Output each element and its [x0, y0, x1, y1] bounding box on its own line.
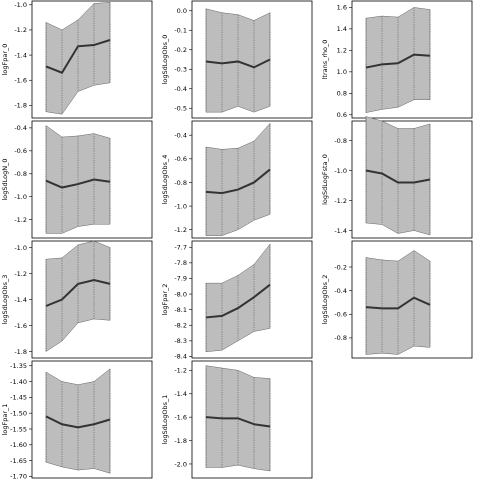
- y-tick-label: -1.8: [174, 437, 187, 445]
- y-tick-label: 1.2: [337, 47, 347, 55]
- y-tick-label: 0.6: [337, 111, 347, 119]
- mean-line: [205, 283, 271, 319]
- y-tick-label: 0.8: [337, 90, 347, 98]
- y-tick-label: -0.8: [174, 179, 187, 187]
- y-tick-label: -1.70: [10, 473, 27, 480]
- panel-logSdLogFsta_0: -0.8 -1.0 -1.2 -1.4 logSdLogFsta_0: [321, 116, 473, 239]
- panel-logSdLogObs_1: -1.2 -1.4 -1.6 -1.8 -2.0 logSdLogObs_1: [161, 360, 313, 479]
- y-tick-label: -1.40: [10, 378, 27, 386]
- y-tick-label: -1.0: [174, 202, 187, 210]
- mean-line: [205, 168, 271, 195]
- y-tick-label: -7.9: [174, 275, 187, 283]
- y-tick-label: -0.4: [174, 85, 187, 93]
- y-tick-label: -0.6: [14, 147, 27, 155]
- y-tick-label: -1.4: [174, 390, 187, 398]
- mean-line: [205, 416, 271, 428]
- panel-logFpar_2: -7.7 -7.8 -7.9 -8.0 -8.1 -8.2 -8.3 -8.4 logFpar_…: [161, 240, 313, 361]
- mean-line: [45, 178, 111, 189]
- panel-logSdLogObs_0: 0.0 -0.1 -0.2 -0.3 -0.4 -0.5 logSdLogObs_0: [161, 0, 313, 119]
- y-axis-label: logSdLogObs_1: [161, 395, 169, 445]
- y-tick-label: -2.0: [174, 460, 187, 468]
- panel-logFpar_0: -1.0 -1.2 -1.4 -1.6 -1.8 logFpar_0: [1, 0, 153, 119]
- y-tick-label: -0.2: [334, 263, 347, 271]
- panel-logSdLogObs_4: -0.4 -0.6 -0.8 -1.0 -1.2 logSdLogObs_4: [161, 120, 313, 239]
- mean-line: [45, 39, 111, 74]
- y-axis-label: logSdLogFsta_0: [321, 154, 329, 205]
- y-axis-label: logFpar_2: [161, 284, 169, 316]
- y-tick-label: -8.1: [174, 306, 187, 314]
- y-axis-label: logFpar_1: [1, 404, 9, 436]
- mean-line: [365, 53, 431, 69]
- y-tick-label: 1.4: [337, 25, 347, 33]
- y-tick-label: -1.45: [10, 394, 27, 402]
- mean-line: [365, 296, 431, 310]
- y-tick-label: -1.60: [10, 441, 27, 449]
- y-axis-label: logSdLogObs_4: [161, 155, 169, 205]
- y-tick-label: -1.55: [10, 425, 27, 433]
- mean-line: [45, 278, 111, 307]
- y-tick-label: -1.2: [174, 367, 187, 375]
- y-tick-label: -1.35: [10, 362, 27, 370]
- panel-logSdLogObs_3: -1.0 -1.2 -1.4 -1.6 -1.8 logSdLogObs_3: [1, 240, 153, 359]
- y-tick-label: -0.3: [174, 66, 187, 74]
- y-tick-label: -8.0: [174, 290, 187, 298]
- y-tick-label: -1.8: [14, 348, 27, 356]
- y-tick-label: -1.0: [334, 167, 347, 175]
- y-tick-label: 1.0: [337, 68, 347, 76]
- y-tick-label: -0.4: [334, 287, 347, 295]
- y-axis-label: logSdLogObs_0: [161, 35, 169, 85]
- y-tick-label: -1.2: [14, 216, 27, 224]
- y-tick-label: -1.2: [14, 26, 27, 34]
- y-tick-label: 0.0: [177, 7, 187, 15]
- panel-logFpar_1: -1.35 -1.40 -1.45 -1.50 -1.55 -1.60 -1.65 -1.70…: [1, 360, 153, 480]
- y-axis-label: logFpar_0: [1, 44, 9, 76]
- y-axis-label: logSdLogObs_2: [321, 275, 329, 325]
- panel-logSdLogObs_2: -0.2 -0.4 -0.6 -0.8 logSdLogObs_2: [321, 240, 473, 359]
- y-tick-label: -7.7: [174, 244, 187, 252]
- mean-line: [205, 58, 271, 69]
- y-tick-label: -8.4: [174, 353, 187, 361]
- y-tick-label: -0.8: [14, 170, 27, 178]
- y-tick-label: -0.5: [174, 105, 187, 113]
- y-axis-label: ltrans_rho_0: [321, 40, 329, 80]
- y-tick-label: -8.2: [174, 322, 187, 330]
- y-tick-label: -7.8: [174, 259, 187, 267]
- y-tick-label: -0.4: [14, 124, 27, 132]
- y-tick-label: -1.2: [14, 270, 27, 278]
- y-tick-label: -1.50: [10, 409, 27, 417]
- y-tick-label: -0.4: [174, 131, 187, 139]
- y-tick-label: -1.6: [14, 77, 27, 85]
- y-tick-label: -0.1: [174, 27, 187, 35]
- y-tick-label: -8.3: [174, 337, 187, 345]
- y-tick-label: -1.4: [14, 51, 27, 59]
- y-tick-label: -1.4: [14, 296, 27, 304]
- y-tick-label: -1.6: [174, 413, 187, 421]
- y-tick-label: -0.6: [334, 311, 347, 319]
- y-tick-label: -1.4: [334, 227, 347, 235]
- y-tick-label: -0.6: [174, 155, 187, 163]
- y-tick-label: -1.6: [14, 322, 27, 330]
- mean-line: [45, 415, 111, 429]
- y-axis-label: logSdLogN_0: [1, 158, 9, 200]
- panel-ltrans_rho_0: 1.6 1.4 1.2 1.0 0.8 0.6 ltrans_rho_0: [321, 0, 473, 119]
- y-tick-label: -0.8: [334, 334, 347, 342]
- y-tick-label: -1.0: [14, 193, 27, 201]
- y-tick-label: -1.2: [334, 197, 347, 205]
- y-tick-label: -1.8: [14, 102, 27, 110]
- y-axis-label: logSdLogObs_3: [1, 275, 9, 325]
- y-tick-label: -0.8: [334, 137, 347, 145]
- panel-logSdLogN_0: -0.4 -0.6 -0.8 -1.0 -1.2 logSdLogN_0: [1, 120, 153, 239]
- y-tick-label: -1.2: [174, 226, 187, 234]
- y-tick-label: -1.65: [10, 457, 27, 465]
- y-tick-label: -0.2: [174, 46, 187, 54]
- mean-line: [365, 169, 431, 184]
- y-tick-label: 1.6: [337, 4, 347, 12]
- y-tick-label: -1.0: [14, 244, 27, 252]
- y-tick-label: -1.0: [14, 1, 27, 9]
